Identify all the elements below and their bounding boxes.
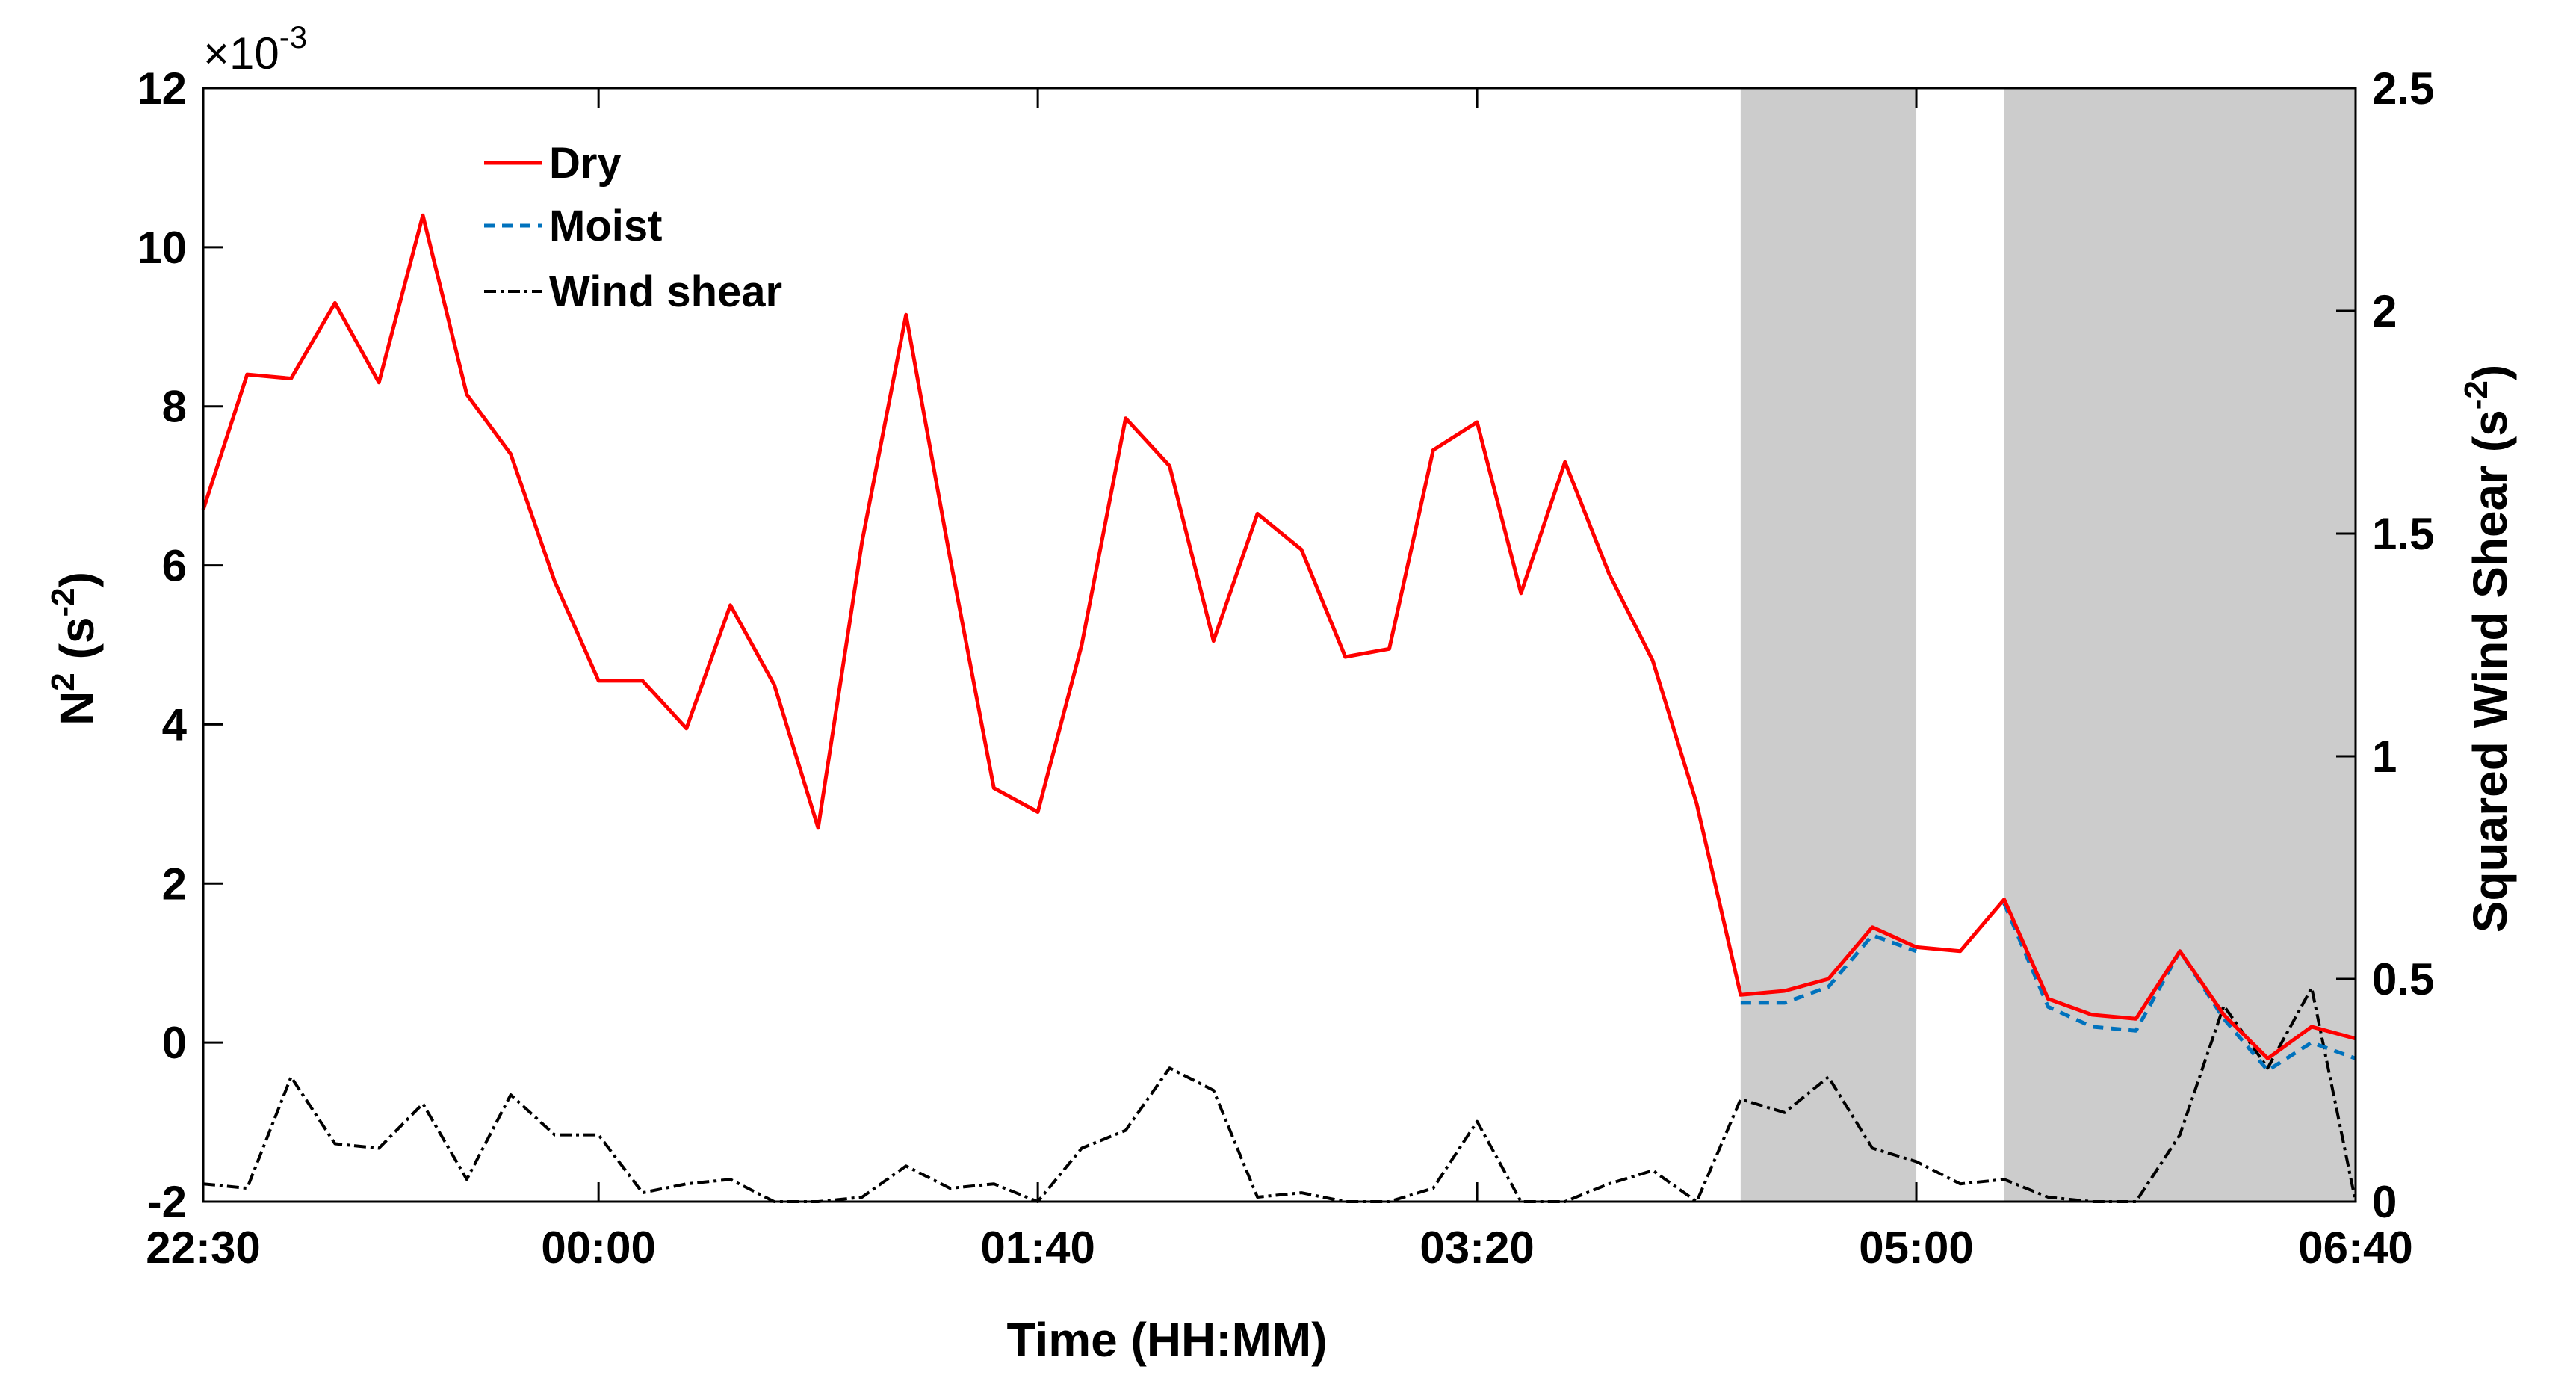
shaded-regions [1740,88,2356,1202]
axis-ticks: 22:30 00:00 01:40 03:20 05:00 06:40-202468101… [137,64,2434,1273]
y-right-close: ) [2463,365,2517,380]
y-left-tick-label: 10 [137,223,187,273]
x-tick-label: 05:00 [1859,1223,1973,1273]
scale-exponent: -3 [279,19,307,55]
x-tick-label: 06:40 [2298,1223,2412,1273]
legend-label-wind-shear: Wind shear [549,268,782,316]
x-axis-title: Time (HH:MM) [1007,1313,1328,1367]
y-right-sup: -2 [2458,380,2495,410]
y-left-unit-open: (s [50,617,104,673]
y-left-tick-label: -2 [147,1177,187,1227]
y-left-unit-sup: -2 [45,587,81,617]
y-left-tick-label: 2 [162,859,187,909]
shaded-region-1 [1740,88,1917,1202]
y-left-base: N [50,691,104,726]
y-right-tick-label: 1 [2372,732,2397,782]
x-tick-label: 22:30 [146,1223,260,1273]
y-axis-title-right: Squared Wind Shear (s-2) [2458,365,2517,933]
series-line-moist-a [1740,933,1917,1005]
y-right-tick-label: 0 [2372,1177,2397,1227]
legend: Dry Moist Wind shear [484,139,782,316]
y-right-text: Squared Wind Shear (s [2463,410,2517,933]
y-left-tick-label: 8 [162,382,187,432]
y-left-tick-label: 0 [162,1018,187,1068]
x-tick-label: 03:20 [1419,1223,1534,1273]
left-axis-scale-factor: ×10-3 [203,19,307,78]
legend-label-moist: Moist [549,202,662,250]
series-line-dry [201,213,2356,1060]
y-left-tick-label: 4 [162,699,188,750]
y-left-tick-label: 6 [162,541,187,591]
y-left-base-sup: 2 [45,673,81,690]
x-tick-label: 01:40 [980,1223,1095,1273]
y-left-tick-label: 12 [137,64,187,114]
shaded-region-2 [2004,88,2356,1202]
series-line-wind-shear [202,986,2357,1203]
series-lines [201,213,2357,1203]
plot-area-frame [202,87,2357,1203]
x-tick-label: 00:00 [541,1223,655,1273]
y-axis-title-left: N2 (s-2) [45,572,104,726]
y-left-unit-close: ) [50,572,104,587]
y-right-tick-label: 2 [2372,286,2397,336]
legend-label-dry: Dry [549,139,622,188]
scale-prefix: ×10 [203,28,279,78]
y-right-tick-label: 0.5 [2372,954,2434,1004]
y-right-tick-label: 2.5 [2372,64,2434,114]
y-right-tick-label: 1.5 [2372,509,2434,559]
